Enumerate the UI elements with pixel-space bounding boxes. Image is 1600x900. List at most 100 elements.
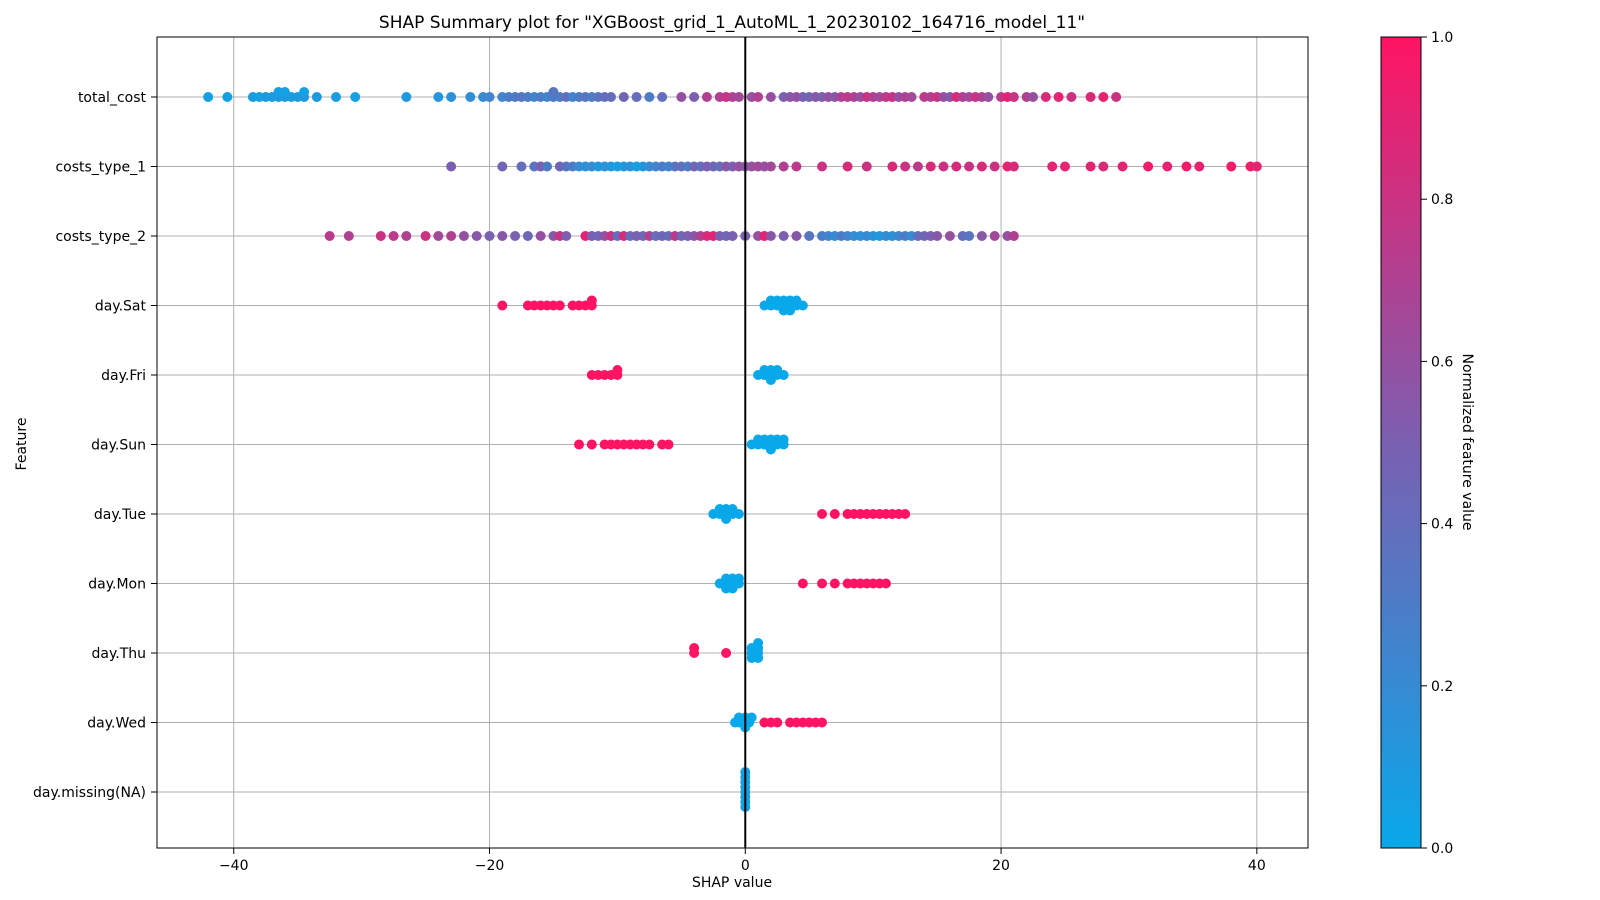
shap-point xyxy=(420,231,431,241)
shap-point xyxy=(542,161,553,172)
shap-point xyxy=(932,231,943,241)
y-tick-label: day.Wed xyxy=(87,716,146,732)
y-tick-label: costs_type_2 xyxy=(55,229,146,245)
x-axis-title: SHAP value xyxy=(692,875,772,891)
shap-point xyxy=(497,300,508,311)
shap-point xyxy=(458,231,469,241)
shap-point xyxy=(817,509,828,519)
shap-point xyxy=(925,161,936,172)
shap-point xyxy=(772,717,783,728)
shap-point xyxy=(964,161,975,172)
shap-point xyxy=(791,161,802,172)
shap-point xyxy=(561,231,572,241)
y-axis-ticks: total_cost costs_type_1 costs_type_2 day.Sa… xyxy=(33,90,157,801)
shap-point xyxy=(446,161,457,172)
y-tick-label: total_cost xyxy=(78,90,147,106)
shap-point xyxy=(753,653,764,663)
shap-point xyxy=(203,92,214,102)
shap-point xyxy=(465,92,476,102)
shap-point xyxy=(689,92,700,102)
colorbar-tick-label: 0.0 xyxy=(1431,841,1453,857)
shap-point xyxy=(733,509,744,519)
colorbar xyxy=(1381,37,1421,848)
shap-point xyxy=(657,92,668,102)
shap-point xyxy=(1143,161,1154,172)
shap-point xyxy=(1251,161,1262,172)
shap-point xyxy=(343,231,354,241)
shap-point xyxy=(1162,161,1173,172)
shap-point xyxy=(446,92,457,102)
colorbar-tick-label: 0.4 xyxy=(1431,517,1453,533)
shap-point xyxy=(375,231,386,241)
y-tick-label: day.Thu xyxy=(91,646,146,662)
shap-point xyxy=(746,712,757,723)
shap-point xyxy=(797,300,808,311)
shap-point xyxy=(586,295,597,306)
shap-point xyxy=(311,92,322,102)
shap-point xyxy=(727,231,738,241)
y-axis-title: Feature xyxy=(14,418,30,471)
shap-point xyxy=(663,439,674,450)
shap-point xyxy=(765,92,776,102)
shap-point xyxy=(817,717,828,728)
shap-point xyxy=(912,161,923,172)
y-tick-label: day.Fri xyxy=(101,368,146,384)
shap-point xyxy=(900,161,911,172)
shap-point xyxy=(331,92,342,102)
shap-point xyxy=(606,92,617,102)
shap-point xyxy=(829,578,840,589)
shap-point xyxy=(976,161,987,172)
shap-point xyxy=(484,92,495,102)
shap-point xyxy=(1226,161,1237,172)
shap-point xyxy=(778,434,789,445)
shap-point xyxy=(446,231,457,241)
shap-point xyxy=(765,231,776,241)
shap-point xyxy=(1098,161,1109,172)
shap-point xyxy=(817,161,828,172)
shap-point xyxy=(951,161,962,172)
colorbar-tick-label: 0.2 xyxy=(1431,679,1453,695)
shap-point xyxy=(1194,161,1205,172)
colorbar-tick-label: 0.6 xyxy=(1431,354,1453,370)
y-tick-label: day.Mon xyxy=(88,577,146,593)
y-tick-label: day.Sun xyxy=(91,438,146,454)
shap-point xyxy=(676,92,687,102)
shap-point xyxy=(804,231,815,241)
shap-point xyxy=(778,370,789,380)
shap-point xyxy=(861,161,872,172)
x-tick-label: 40 xyxy=(1248,858,1266,874)
shap-point xyxy=(299,87,310,97)
shap-point xyxy=(989,231,1000,241)
shap-point xyxy=(1060,161,1071,172)
shap-point xyxy=(1040,92,1051,102)
shap-point xyxy=(644,92,655,102)
shap-point xyxy=(433,92,444,102)
shap-point xyxy=(1085,161,1096,172)
shap-point xyxy=(900,509,911,519)
chart-title: SHAP Summary plot for "XGBoost_grid_1_Au… xyxy=(379,13,1085,33)
plot-frame xyxy=(156,36,1309,849)
shap-point xyxy=(944,231,955,241)
colorbar-frame xyxy=(1380,36,1422,849)
shap-point xyxy=(1028,92,1039,102)
colorbar-tick-label: 1.0 xyxy=(1431,30,1453,46)
shap-point xyxy=(778,231,789,241)
shap-point xyxy=(497,161,508,172)
colorbar-ticks: 0.0 0.2 0.4 0.6 0.8 1.0 xyxy=(1421,30,1453,857)
shap-point xyxy=(733,573,744,584)
shap-point xyxy=(1066,92,1077,102)
shap-point xyxy=(1053,92,1064,102)
shap-point xyxy=(510,231,521,241)
shap-point xyxy=(976,231,987,241)
x-axis-ticks: −40 −20 0 20 40 xyxy=(219,848,1266,874)
shap-point xyxy=(612,365,623,375)
shap-point xyxy=(324,231,335,241)
shap-point xyxy=(797,578,808,589)
x-tick-label: 20 xyxy=(992,858,1010,874)
shap-point xyxy=(1117,161,1128,172)
shap-point xyxy=(733,92,744,102)
y-tick-label: day.Tue xyxy=(94,507,146,523)
shap-point xyxy=(906,92,917,102)
shap-point xyxy=(586,439,597,450)
